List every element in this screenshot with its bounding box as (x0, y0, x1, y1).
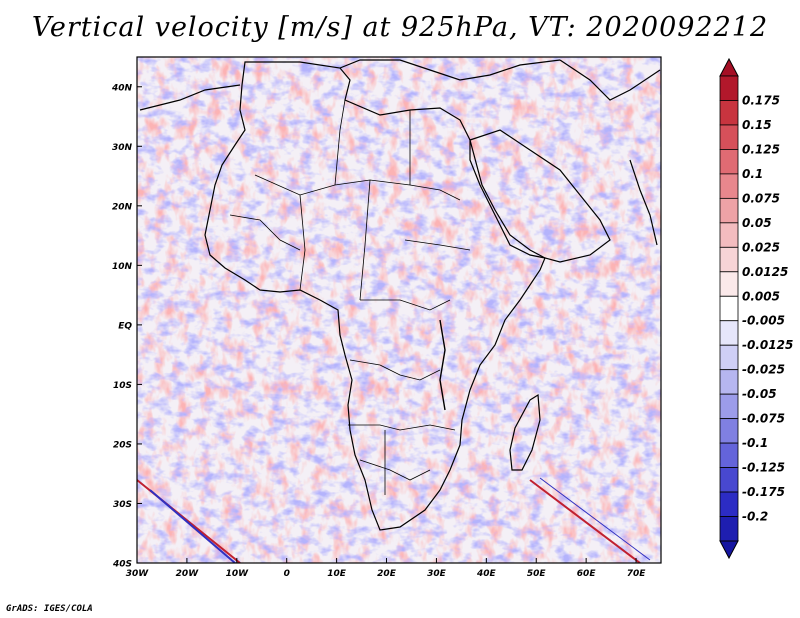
colorbar-swatch (719, 222, 739, 248)
lon-label: 40E (476, 569, 497, 579)
colorbar-swatch (719, 149, 739, 175)
lat-label: 20S (113, 440, 132, 450)
colorbar-swatch (719, 75, 739, 101)
colorbar-top-arrow (719, 57, 739, 77)
lat-label: 20N (112, 202, 133, 212)
colorbar-bottom-arrow (719, 540, 739, 560)
colorbar-label: 0.1 (742, 167, 763, 181)
colorbar-swatch (719, 320, 739, 346)
colorbar-swatch (719, 369, 739, 395)
longitude-axis: 30W 20W 10W 0 10E 20E 30E 40E 50E 60E 70E (126, 558, 646, 579)
colorbar-label: -0.005 (742, 314, 785, 328)
colorbar-swatch (719, 271, 739, 297)
lon-label: 50E (527, 569, 547, 579)
colorbar-label: -0.175 (742, 485, 785, 499)
colorbar-label: 0.025 (742, 240, 780, 254)
colorbar-label: -0.2 (742, 510, 768, 524)
colorbar-swatch (719, 442, 739, 468)
lat-label: 10N (112, 262, 133, 272)
colorbar-label: -0.0125 (742, 338, 793, 352)
colorbar-label: 0.005 (742, 289, 780, 303)
latitude-axis: 40N 30N 20N 10N EQ 10S 20S 30S 40S (111, 83, 142, 570)
lon-label: 60E (577, 569, 597, 579)
colorbar-label: -0.025 (742, 363, 785, 377)
colorbar-label: -0.075 (742, 412, 785, 426)
lat-label: EQ (118, 321, 132, 331)
lat-label: 40N (111, 83, 133, 93)
colorbar-swatch (719, 295, 739, 322)
colorbar-label: 0.075 (742, 191, 780, 205)
colorbar-label: -0.1 (742, 436, 768, 450)
colorbar-label: 0.175 (742, 93, 780, 107)
colorbar-swatch (719, 516, 739, 542)
lon-label: 10W (226, 569, 250, 579)
colorbar-swatch (719, 246, 739, 273)
colorbar-label: 0.125 (742, 142, 780, 156)
lon-label: 20E (377, 569, 397, 579)
lat-label: 40S (112, 560, 132, 570)
map-title: Vertical velocity [m/s] at 925hPa, VT: 2… (31, 12, 769, 43)
diagonal-bands (137, 477, 651, 563)
colorbar-swatch (719, 197, 739, 224)
lon-label: 30E (427, 569, 447, 579)
lat-label: 10S (113, 381, 132, 391)
lon-label: 30W (126, 569, 150, 579)
colorbar-swatch (719, 344, 739, 371)
lat-label: 30S (113, 500, 132, 510)
footer-credit: GrADS: IGES/COLA (6, 604, 93, 614)
colorbar-swatch (719, 418, 739, 444)
colorbar-legend: 0.175 0.15 0.125 0.1 0.075 0.05 0.025 0.0125 0.0… (719, 57, 793, 560)
colorbar-label: -0.05 (742, 387, 777, 401)
colorbar-swatch (719, 100, 739, 126)
colorbar-swatch (719, 173, 739, 199)
lon-label: 10E (327, 569, 347, 579)
colorbar-label: -0.125 (742, 461, 785, 475)
lon-label: 70E (627, 569, 647, 579)
colorbar-swatch (719, 393, 739, 420)
lon-label: 0 (284, 569, 290, 579)
map-plot-area (136, 56, 662, 564)
colorbar-label: 0.15 (742, 118, 772, 132)
colorbar-label: 0.0125 (742, 265, 788, 279)
lon-label: 20W (176, 569, 200, 579)
colorbar-swatch (719, 124, 739, 150)
colorbar-label: 0.05 (742, 216, 772, 230)
colorbar-swatch (719, 491, 739, 517)
lat-label: 30N (112, 143, 133, 153)
coastline (139, 59, 661, 531)
colorbar-swatch (719, 467, 739, 493)
